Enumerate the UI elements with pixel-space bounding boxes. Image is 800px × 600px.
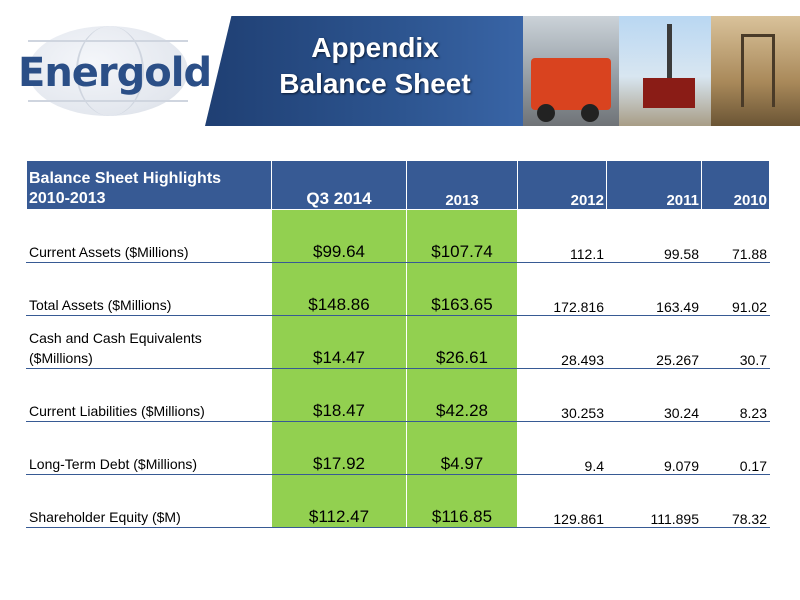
slide-title-line1: Appendix: [311, 32, 439, 63]
table-row: Current Assets ($Millions) $99.64 $107.7…: [26, 209, 770, 263]
table-row: Cash and Cash Equivalents ($Millions) $1…: [26, 315, 770, 369]
cell-2011: 9.079: [606, 421, 702, 475]
globe-icon: [28, 26, 188, 116]
row-label-line2: ($Millions): [29, 350, 93, 366]
row-label: Current Liabilities ($Millions): [26, 368, 272, 422]
cell-2013: $116.85: [406, 474, 518, 528]
cell-2012: 30.253: [517, 368, 607, 422]
cell-q3-2014: $112.47: [271, 474, 407, 528]
cell-2012: 28.493: [517, 315, 607, 369]
cell-q3-2014: $17.92: [271, 421, 407, 475]
cell-2010: 8.23: [701, 368, 770, 422]
table-title-line2: 2010-2013: [29, 190, 106, 207]
cell-q3-2014: $148.86: [271, 262, 407, 316]
field-drill-photo: [711, 16, 800, 126]
cell-2010: 78.32: [701, 474, 770, 528]
cell-2010: 30.7: [701, 315, 770, 369]
balance-sheet-table: Balance Sheet Highlights 2010-2013 Q3 20…: [26, 160, 770, 528]
cell-2012: 129.861: [517, 474, 607, 528]
cell-2010: 0.17: [701, 421, 770, 475]
drill-rig-photo: [619, 16, 711, 126]
drill-truck-photo: [523, 16, 619, 126]
table-row: Shareholder Equity ($M) $112.47 $116.85 …: [26, 474, 770, 528]
cell-q3-2014: $14.47: [271, 315, 407, 369]
cell-2013: $42.28: [406, 368, 518, 422]
cell-2011: 99.58: [606, 209, 702, 263]
table-header-row: Balance Sheet Highlights 2010-2013 Q3 20…: [26, 160, 770, 210]
table-title-header: Balance Sheet Highlights 2010-2013: [26, 160, 272, 210]
slide-title-line2: Balance Sheet: [279, 68, 471, 99]
row-label-line1: Cash and Cash Equivalents: [29, 330, 202, 346]
table-row: Current Liabilities ($Millions) $18.47 $…: [26, 368, 770, 422]
cell-2010: 71.88: [701, 209, 770, 263]
row-label: Current Assets ($Millions): [26, 209, 272, 263]
slide-title: Appendix Balance Sheet: [225, 30, 525, 102]
cell-2012: 9.4: [517, 421, 607, 475]
cell-2013: $26.61: [406, 315, 518, 369]
row-label: Cash and Cash Equivalents ($Millions): [26, 315, 272, 369]
table-row: Total Assets ($Millions) $148.86 $163.65…: [26, 262, 770, 316]
logo-text: Energold: [18, 50, 212, 96]
title-banner: Appendix Balance Sheet: [205, 16, 800, 126]
row-label: Long-Term Debt ($Millions): [26, 421, 272, 475]
cell-2013: $4.97: [406, 421, 518, 475]
column-header-2013: 2013: [406, 160, 518, 210]
column-header-q3-2014: Q3 2014: [271, 160, 407, 210]
cell-2013: $107.74: [406, 209, 518, 263]
column-header-2010: 2010: [701, 160, 770, 210]
cell-2013: $163.65: [406, 262, 518, 316]
company-logo: Energold: [8, 14, 212, 124]
cell-q3-2014: $99.64: [271, 209, 407, 263]
cell-2011: 111.895: [606, 474, 702, 528]
cell-2011: 163.49: [606, 262, 702, 316]
column-header-2011: 2011: [606, 160, 702, 210]
banner-background: [205, 16, 535, 126]
table-row: Long-Term Debt ($Millions) $17.92 $4.97 …: [26, 421, 770, 475]
cell-2012: 112.1: [517, 209, 607, 263]
cell-2011: 30.24: [606, 368, 702, 422]
cell-2011: 25.267: [606, 315, 702, 369]
cell-2012: 172.816: [517, 262, 607, 316]
row-label: Shareholder Equity ($M): [26, 474, 272, 528]
cell-2010: 91.02: [701, 262, 770, 316]
cell-q3-2014: $18.47: [271, 368, 407, 422]
table-title-line1: Balance Sheet Highlights: [29, 170, 222, 187]
column-header-2012: 2012: [517, 160, 607, 210]
row-label: Total Assets ($Millions): [26, 262, 272, 316]
